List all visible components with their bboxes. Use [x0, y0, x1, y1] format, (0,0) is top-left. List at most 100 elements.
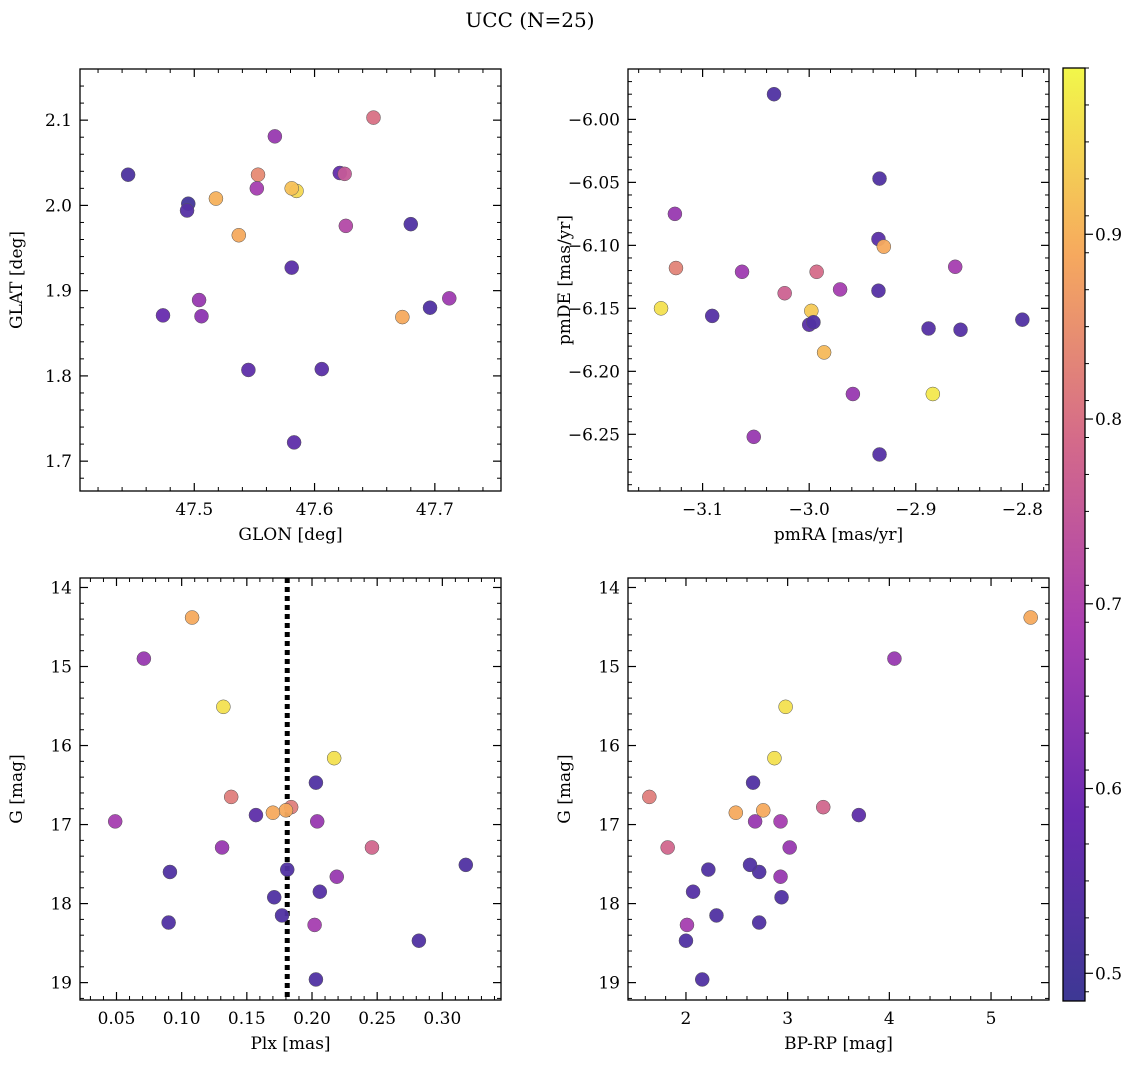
scatter-point: [162, 864, 178, 880]
y-tick-label: −6.20: [568, 362, 620, 382]
scatter-point: [179, 203, 195, 218]
scatter-point: [191, 292, 207, 308]
scatter-point: [668, 260, 684, 276]
x-tick-label: 0.25: [358, 1009, 396, 1029]
y-tick-label: 15: [598, 658, 620, 678]
scatter-point: [767, 750, 782, 766]
scatter-point: [925, 386, 941, 402]
colorbar-tick-label: 0.5: [1095, 964, 1122, 984]
scatter-point: [845, 386, 861, 402]
scatter-point: [679, 917, 695, 933]
scatter-point: [241, 362, 256, 378]
x-tick-label: 47.5: [175, 500, 213, 520]
y-tick-label: 2.1: [45, 111, 72, 131]
y-axis-label: pmDE [mas/yr]: [555, 215, 575, 345]
x-tick-label: −3.0: [789, 500, 830, 520]
scatter-point: [136, 651, 152, 666]
y-axis-label: G [mag]: [555, 754, 575, 823]
colorbar-tick-label: 0.7: [1095, 595, 1122, 615]
scatter-point: [887, 651, 902, 666]
scatter-point: [709, 908, 724, 923]
plot-frame: [79, 577, 502, 1001]
scatter-point: [734, 264, 750, 280]
y-tick-label: −6.10: [568, 236, 620, 256]
scatter-point: [704, 308, 720, 324]
x-tick-label: 0.30: [423, 1009, 461, 1029]
y-tick-label: 17: [50, 816, 72, 836]
scatter-point: [120, 167, 136, 182]
scatter-point: [832, 282, 848, 297]
y-tick-label: 1.9: [45, 282, 72, 302]
panel-plx-g: 0.05 0.10 0.15 0.20 0.25 0.30 14 15 16 17 18 19 Plx …: [7, 577, 502, 1054]
scatter-point: [815, 799, 831, 815]
scatter-point: [642, 789, 657, 805]
scatter-point: [876, 239, 892, 254]
scatter-point: [249, 181, 265, 196]
scatter-point: [678, 933, 694, 948]
scatter-point: [308, 972, 324, 987]
scatter-point: [685, 884, 701, 899]
scatter-point: [395, 309, 410, 325]
y-tick-label: 14: [50, 578, 72, 598]
panel-glon-glat: 47.5 47.6 47.7 1.7 1.8 1.9 2.0 2.1 GLON [deg] GLA…: [7, 68, 502, 545]
scatter-point: [267, 129, 283, 144]
scatter-point: [653, 301, 669, 316]
y-tick-label: 19: [50, 974, 72, 994]
y-axis-label: GLAT [deg]: [7, 231, 27, 329]
scatter-point: [107, 814, 123, 829]
x-tick-label: −3.1: [682, 500, 723, 520]
scatter-point: [308, 775, 324, 790]
y-tick-label: 18: [598, 895, 620, 915]
scatter-point: [223, 789, 239, 805]
scatter-point: [782, 840, 797, 855]
scatter-point: [745, 775, 761, 790]
y-tick-label: 1.8: [45, 367, 72, 387]
colorbar-gradient: [1062, 67, 1086, 1002]
scatter-point: [307, 917, 322, 933]
x-tick-label: 4: [884, 1009, 895, 1029]
scatter-point: [338, 218, 354, 234]
scatter-point: [214, 840, 230, 855]
scatter-point: [458, 857, 474, 873]
x-tick-label: 0.05: [98, 1009, 136, 1029]
y-tick-label: 17: [598, 816, 620, 836]
x-axis-label: Plx [mas]: [250, 1034, 330, 1054]
x-tick-label: 47.7: [416, 500, 454, 520]
scatter-point: [755, 803, 771, 818]
scatter-point: [314, 361, 330, 377]
scatter-point: [284, 181, 299, 196]
scatter-point: [660, 840, 675, 855]
scatter-point: [816, 345, 832, 360]
x-tick-label: 0.10: [163, 1009, 201, 1029]
scatter-point: [309, 814, 325, 829]
y-tick-label: 16: [598, 737, 620, 757]
scatter-point: [266, 890, 282, 905]
scatter-point: [312, 884, 328, 899]
x-tick-label: −2.9: [895, 500, 936, 520]
y-tick-label: −6.15: [568, 299, 620, 319]
colorbar-tick-label: 0.8: [1095, 410, 1122, 430]
colorbar-tick-label: 0.6: [1095, 780, 1122, 800]
scatter-point: [403, 216, 419, 232]
scatter-point: [337, 166, 352, 182]
scatter-point: [329, 869, 345, 884]
scatter-point: [279, 862, 295, 877]
scatter-point: [872, 171, 887, 186]
scatter-point: [742, 857, 758, 873]
scatter-point: [1015, 312, 1030, 327]
y-tick-label: −6.05: [568, 173, 620, 193]
plot-frame: [79, 68, 502, 492]
scatter-point: [284, 260, 299, 275]
scatter-point: [411, 933, 427, 948]
scatter-point: [809, 264, 824, 280]
scatter-point: [871, 283, 886, 298]
scatter-point: [953, 322, 968, 338]
y-tick-label: 19: [598, 974, 620, 994]
y-tick-label: −6.25: [568, 425, 620, 445]
x-axis-label: pmRA [mas/yr]: [774, 525, 903, 545]
scatter-point: [161, 915, 176, 930]
x-tick-label: 47.6: [296, 500, 334, 520]
scatter-point: [872, 447, 887, 462]
scatter-point: [773, 869, 788, 884]
